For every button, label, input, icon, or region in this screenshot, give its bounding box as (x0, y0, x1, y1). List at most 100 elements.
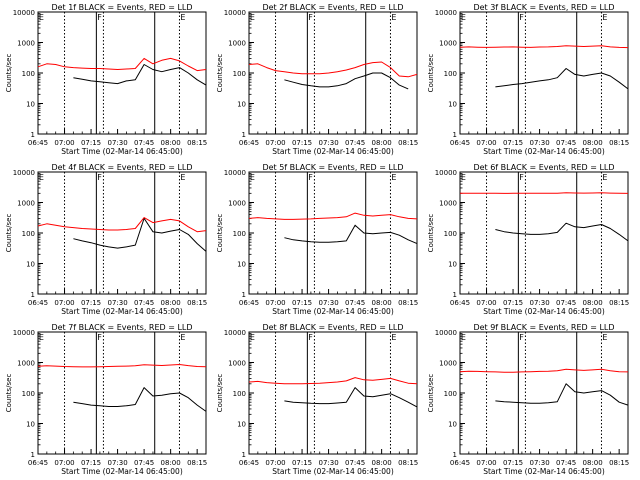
y-tick-label: 100 (444, 230, 457, 238)
panel-title: Det 7f BLACK = Events, RED = LLD (51, 323, 192, 332)
x-tick-label: 07:15 (81, 299, 101, 307)
x-tick-label: 06:45 (239, 139, 259, 147)
y-tick-label: 1 (242, 451, 246, 459)
y-tick-label: 10 (237, 261, 246, 269)
x-tick-label: 08:15 (187, 459, 207, 467)
plot-frame (248, 11, 418, 135)
x-tick-label: 08:15 (398, 139, 418, 147)
x-tick-label: 07:45 (345, 459, 365, 467)
y-tick-label: 10 (237, 421, 246, 429)
y-tick-label: 1 (31, 291, 35, 299)
plot-frame (459, 331, 629, 455)
y-tick-label: 100 (22, 70, 35, 78)
y-tick-label: 1000 (439, 360, 457, 368)
y-axis-label: Counts/sec (427, 374, 435, 413)
x-tick-label: 08:15 (187, 139, 207, 147)
y-tick-label: 10000 (224, 9, 246, 17)
series-events-line (495, 68, 629, 90)
x-tick-label: 08:00 (583, 459, 603, 467)
x-tick-label: 06:45 (239, 459, 259, 467)
y-tick-label: 1 (31, 131, 35, 139)
x-tick-label: 08:00 (161, 299, 181, 307)
y-tick-label: 100 (233, 230, 246, 238)
plot-frame (459, 171, 629, 295)
marker-label-1: E (250, 333, 255, 342)
y-tick-label: 10 (26, 421, 35, 429)
x-tick-label: 07:00 (54, 139, 74, 147)
y-tick-label: 1000 (228, 200, 246, 208)
y-tick-label: 10000 (13, 169, 35, 177)
x-axis-label: Start Time (02-Mar-14 06:45:00) (272, 147, 394, 156)
detector-panel-4: Det 4f BLACK = Events, RED = LLD 1 10 100 10… (5, 163, 207, 316)
x-tick-label: 08:00 (161, 139, 181, 147)
x-tick-label: 07:15 (503, 459, 523, 467)
marker-label-2: F (519, 13, 524, 22)
series-lld-line (37, 217, 207, 233)
marker-label-3: E (180, 333, 185, 342)
x-tick-label: 07:00 (54, 459, 74, 467)
panel-title: Det 6f BLACK = Events, RED = LLD (473, 163, 614, 172)
x-axis-label: Start Time (02-Mar-14 06:45:00) (483, 147, 605, 156)
marker-label-2: F (519, 333, 524, 342)
panel-title: Det 4f BLACK = Events, RED = LLD (51, 163, 192, 172)
series-events-line (73, 387, 207, 412)
marker-label-1: E (461, 13, 466, 22)
x-tick-label: 07:15 (503, 299, 523, 307)
series-events-line (284, 224, 418, 245)
y-tick-label: 1 (453, 291, 457, 299)
x-tick-label: 07:45 (556, 459, 576, 467)
marker-label-2: F (308, 333, 313, 342)
y-tick-label: 10 (26, 261, 35, 269)
y-tick-label: 1000 (17, 200, 35, 208)
y-tick-label: 10 (448, 261, 457, 269)
marker-label-1: E (39, 173, 44, 182)
x-tick-label: 08:15 (609, 139, 629, 147)
x-axis-label: Start Time (02-Mar-14 06:45:00) (483, 467, 605, 476)
x-tick-label: 08:00 (583, 299, 603, 307)
marker-label-2: F (97, 333, 102, 342)
marker-label-2: F (308, 13, 313, 22)
marker-label-1: E (461, 173, 466, 182)
marker-label-2: F (97, 13, 102, 22)
x-tick-label: 07:15 (81, 459, 101, 467)
x-tick-label: 07:45 (556, 299, 576, 307)
x-tick-label: 07:00 (265, 139, 285, 147)
x-tick-label: 07:30 (529, 139, 549, 147)
plot-frame (37, 171, 207, 295)
x-tick-label: 07:30 (529, 299, 549, 307)
series-events-line (284, 72, 409, 90)
marker-label-3: E (391, 13, 396, 22)
y-tick-label: 10 (448, 421, 457, 429)
series-lld-line (37, 57, 207, 72)
y-tick-label: 1000 (228, 40, 246, 48)
detector-panel-8: Det 8f BLACK = Events, RED = LLD 1 10 100 10… (216, 323, 418, 476)
marker-label-3: E (180, 13, 185, 22)
x-tick-label: 06:45 (28, 299, 48, 307)
y-tick-label: 100 (233, 390, 246, 398)
marker-label-1: E (39, 13, 44, 22)
marker-label-3: E (602, 13, 607, 22)
series-lld-line (248, 377, 418, 385)
y-axis-label: Counts/sec (427, 54, 435, 93)
x-tick-label: 07:15 (81, 139, 101, 147)
y-tick-label: 1 (242, 291, 246, 299)
panel-title: Det 8f BLACK = Events, RED = LLD (262, 323, 403, 332)
series-lld-line (37, 364, 207, 368)
x-tick-label: 07:00 (54, 299, 74, 307)
x-axis-label: Start Time (02-Mar-14 06:45:00) (61, 307, 183, 316)
x-tick-label: 07:00 (476, 459, 496, 467)
y-tick-label: 10000 (435, 9, 457, 17)
y-axis-label: Counts/sec (216, 54, 224, 93)
x-tick-label: 07:45 (134, 139, 154, 147)
panel-title: Det 9f BLACK = Events, RED = LLD (473, 323, 614, 332)
x-axis-label: Start Time (02-Mar-14 06:45:00) (272, 307, 394, 316)
x-tick-label: 06:45 (28, 139, 48, 147)
plot-frame (248, 331, 418, 455)
detector-panel-7: Det 7f BLACK = Events, RED = LLD 1 10 100 10… (5, 323, 207, 476)
series-lld-line (248, 61, 418, 78)
x-tick-label: 07:30 (107, 299, 127, 307)
x-tick-label: 08:00 (372, 459, 392, 467)
y-tick-label: 1 (242, 131, 246, 139)
x-tick-label: 08:00 (372, 139, 392, 147)
